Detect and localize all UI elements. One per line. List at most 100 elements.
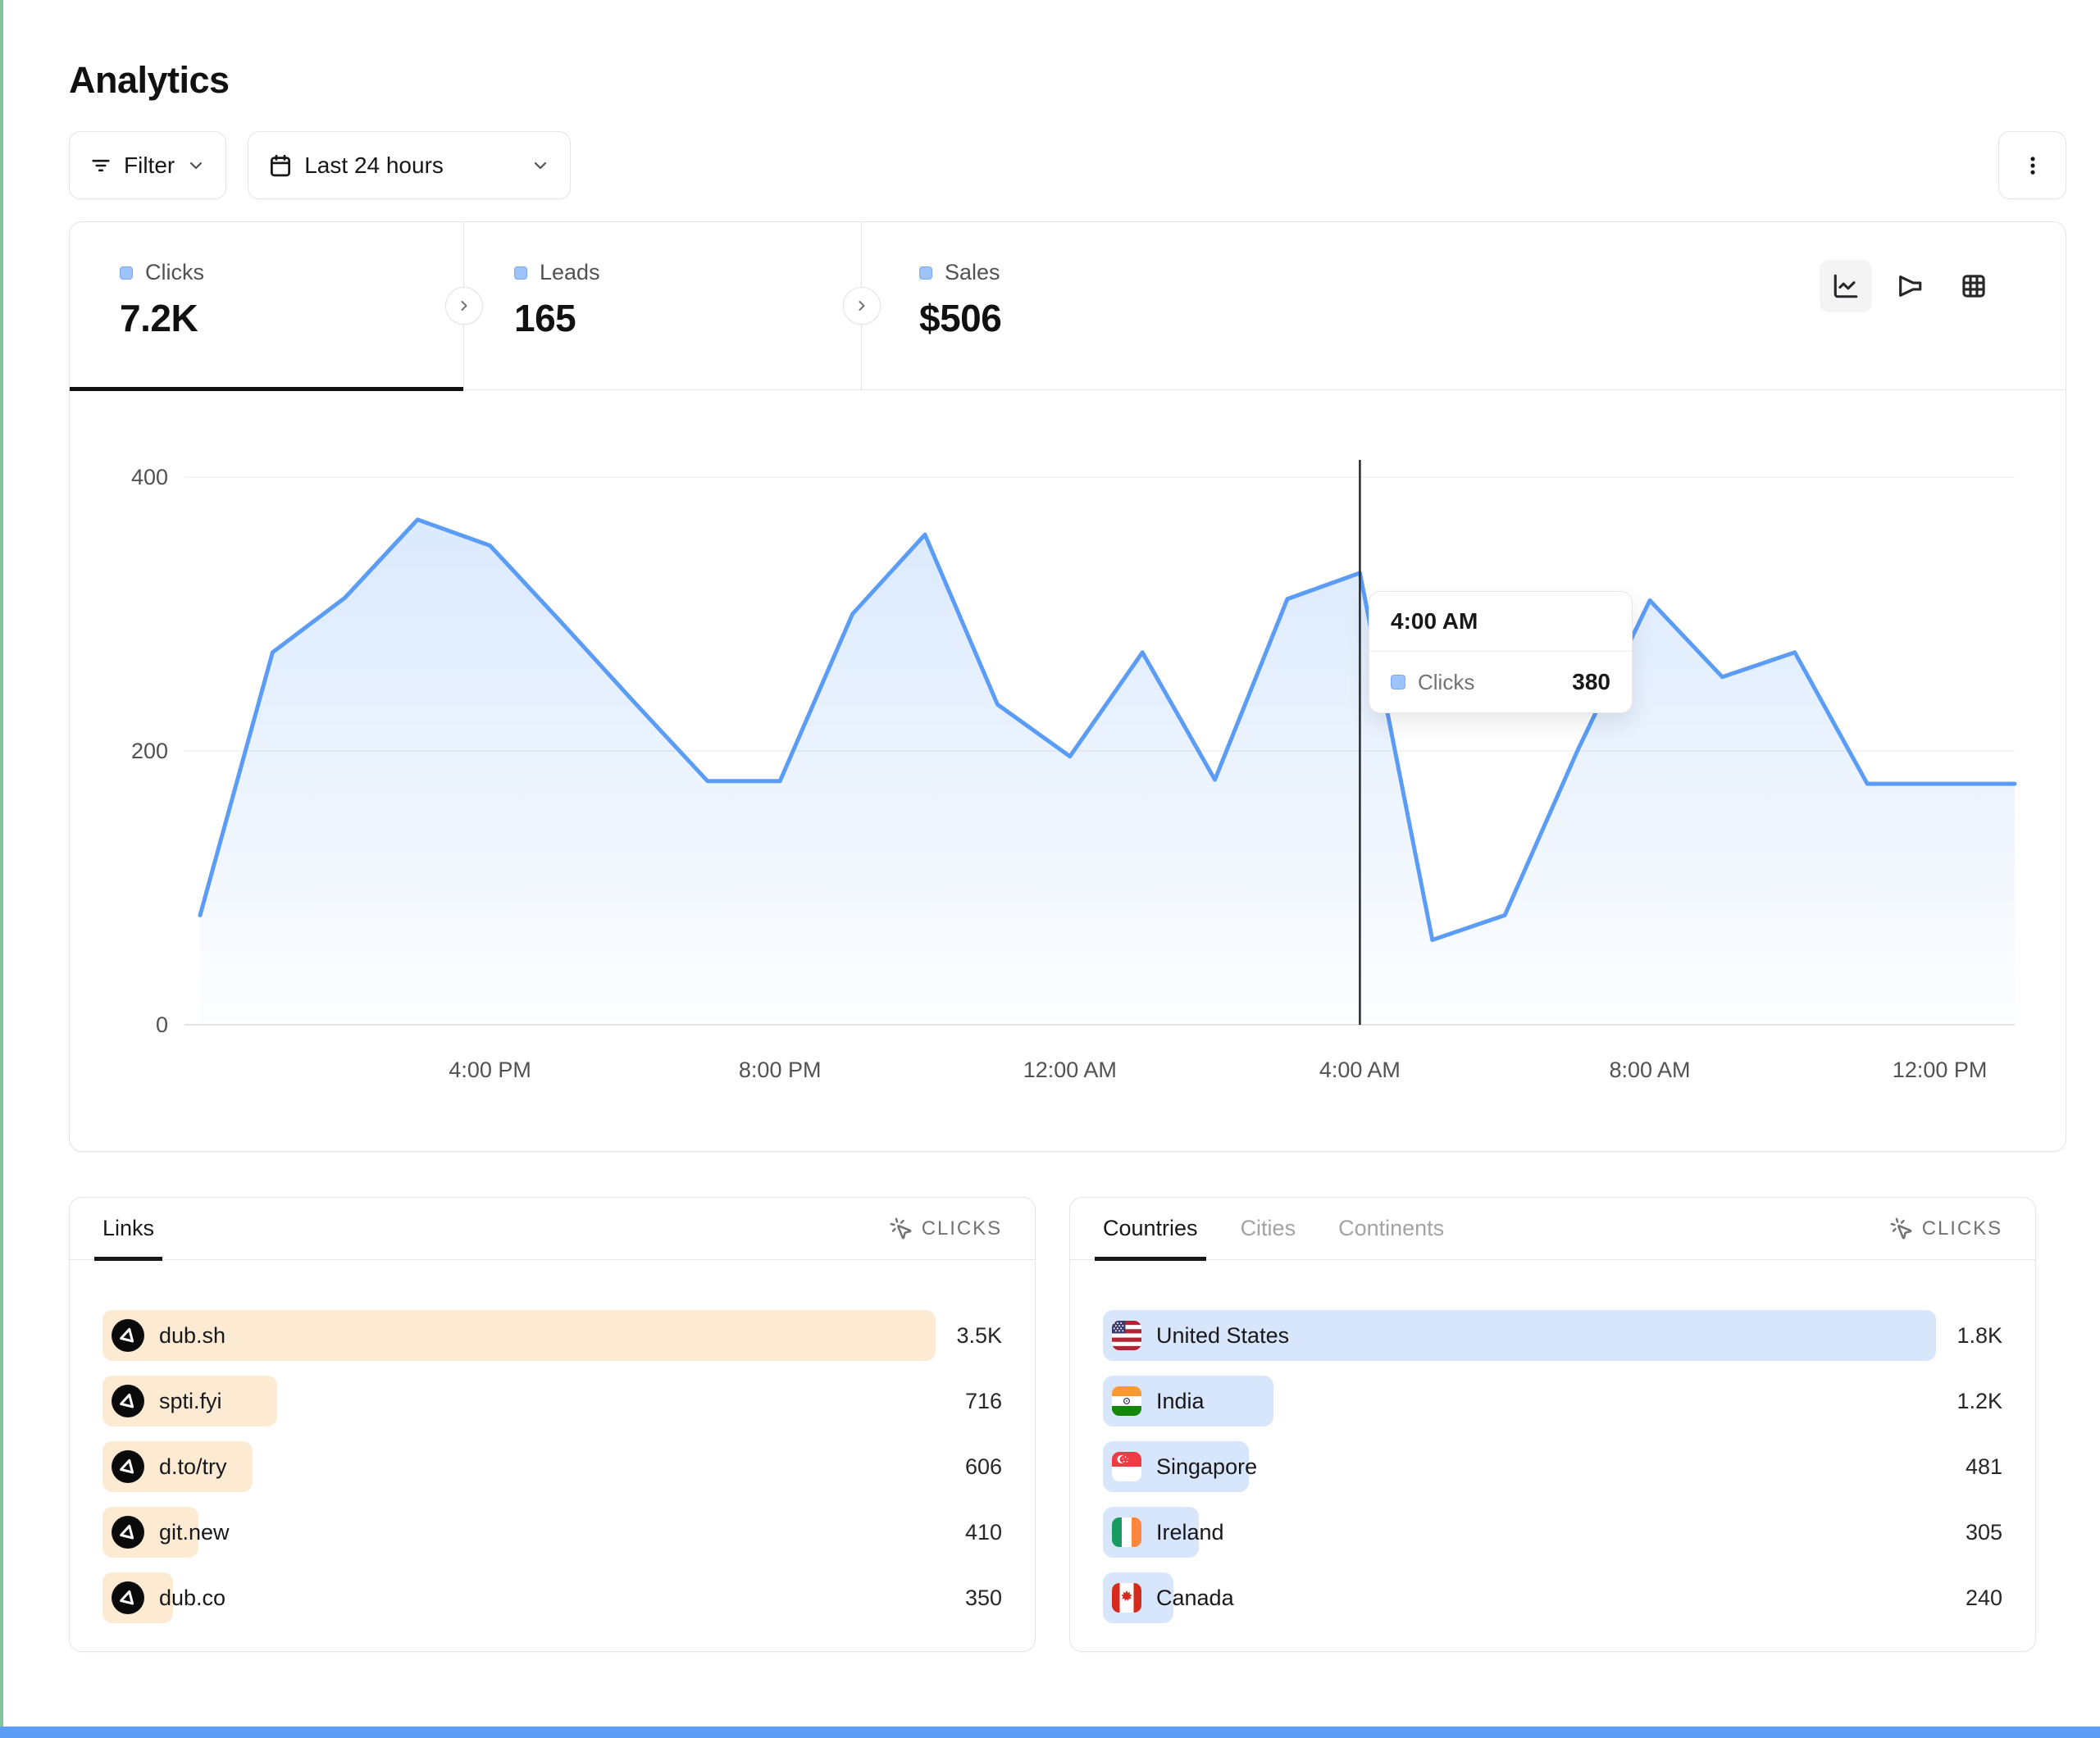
stats-tabs: Clicks 7.2K Leads 165 Sales $506 (70, 222, 2066, 391)
link-clicks-value: 3.5K (956, 1322, 1002, 1348)
ireland-flag-icon (1112, 1517, 1141, 1547)
tab-continents-label: Continents (1338, 1216, 1445, 1240)
dub-logo-icon (112, 1450, 144, 1483)
date-range-button[interactable]: Last 24 hours (248, 131, 572, 199)
clicks-value: 7.2K (120, 297, 198, 339)
calendar-icon (268, 153, 293, 178)
link-label: spti.fyi (159, 1388, 222, 1413)
canada-flag-icon (1112, 1583, 1141, 1613)
links-panel-header: Links CLICKS (70, 1198, 1035, 1261)
tab-leads[interactable]: Leads 165 (464, 222, 862, 389)
tab-countries-label: Countries (1103, 1216, 1198, 1240)
country-label: Canada (1156, 1585, 1234, 1610)
links-list: dub.sh 3.5K spti.fyi 716 (70, 1260, 1035, 1623)
list-item[interactable]: India 1.2K (1103, 1376, 2002, 1426)
dub-logo-icon (112, 1516, 144, 1549)
links-metric-label: CLICKS (921, 1217, 1002, 1240)
countries-metric-label: CLICKS (1921, 1217, 2002, 1240)
link-clicks-value: 410 (964, 1519, 1002, 1545)
list-item[interactable]: dub.co 350 (102, 1572, 1002, 1623)
link-clicks-value: 606 (964, 1454, 1002, 1479)
list-item[interactable]: Singapore 481 (1103, 1441, 2002, 1492)
table-icon[interactable] (1947, 260, 2000, 312)
cursor-click-icon (889, 1217, 913, 1241)
tooltip-series-label: Clicks (1418, 669, 1475, 694)
us-flag-icon (1112, 1321, 1141, 1350)
link-label: git.new (159, 1519, 230, 1545)
chart-tooltip: 4:00 AM Clicks 380 (1369, 591, 1633, 713)
dub-logo-icon (112, 1319, 144, 1352)
country-clicks-value: 1.8K (1957, 1322, 2002, 1348)
list-item[interactable]: Ireland 305 (1103, 1507, 2002, 1558)
list-item[interactable]: git.new 410 (102, 1507, 1002, 1558)
svg-text:8:00 AM: 8:00 AM (1609, 1058, 1690, 1082)
sales-legend-swatch (919, 266, 932, 280)
dub-logo-icon (112, 1581, 144, 1614)
list-item[interactable]: d.to/try 606 (102, 1441, 1002, 1492)
countries-panel-header: Countries Cities Continents CLICKS (1070, 1198, 2035, 1261)
leads-legend-swatch (514, 266, 527, 280)
funnel-chart-icon[interactable] (1884, 260, 1936, 312)
country-bar (1103, 1310, 1936, 1361)
clicks-chart: 0 200 400 4:00 PM 8:00 PM 12:00 AM 4:00 AM 8:00… (131, 460, 2017, 1082)
svg-text:0: 0 (156, 1012, 168, 1037)
tab-clicks[interactable]: Clicks 7.2K (70, 222, 464, 391)
leads-value: 165 (514, 297, 576, 339)
svg-text:8:00 PM: 8:00 PM (739, 1058, 822, 1082)
countries-panel: Countries Cities Continents CLICKS (1069, 1197, 2036, 1652)
expand-clicks-leads-button[interactable] (445, 287, 483, 325)
sales-value: $506 (919, 297, 1002, 339)
tab-links-label: Links (102, 1216, 155, 1240)
list-item[interactable]: United States 1.8K (1103, 1310, 2002, 1361)
chevron-down-icon (186, 156, 206, 175)
tab-sales[interactable]: Sales $506 (862, 222, 2066, 389)
country-clicks-value: 305 (1965, 1519, 2002, 1545)
list-item[interactable]: Canada 240 (1103, 1572, 2002, 1623)
tab-links[interactable]: Links (93, 1198, 163, 1261)
svg-text:12:00 PM: 12:00 PM (1893, 1058, 1988, 1082)
svg-text:12:00 AM: 12:00 AM (1023, 1058, 1117, 1082)
svg-text:200: 200 (131, 739, 168, 763)
country-clicks-value: 1.2K (1957, 1388, 2002, 1413)
tooltip-legend-swatch (1391, 675, 1405, 689)
expand-leads-sales-button[interactable] (843, 287, 881, 325)
filter-button[interactable]: Filter (69, 131, 227, 199)
kebab-vertical-icon (2021, 154, 2044, 177)
stat-label: Clicks (145, 260, 204, 284)
clicks-area-chart[interactable]: 0 200 400 4:00 PM 8:00 PM 12:00 AM 4:00 AM 8:00… (70, 390, 2066, 1151)
singapore-flag-icon (1112, 1452, 1141, 1481)
country-label: India (1156, 1388, 1205, 1413)
more-options-button[interactable] (1998, 131, 2066, 199)
tab-cities-label: Cities (1240, 1216, 1296, 1240)
list-item[interactable]: dub.sh 3.5K (102, 1310, 1002, 1361)
svg-text:400: 400 (131, 465, 168, 489)
link-label: d.to/try (159, 1454, 227, 1479)
link-clicks-value: 716 (964, 1388, 1002, 1413)
list-item[interactable]: spti.fyi 716 (102, 1376, 1002, 1426)
tab-countries[interactable]: Countries (1095, 1198, 1206, 1261)
india-flag-icon (1112, 1386, 1141, 1416)
country-label: Ireland (1156, 1519, 1224, 1545)
links-metric-header[interactable]: CLICKS (889, 1217, 1002, 1241)
countries-list: United States 1.8K India 1.2K (1070, 1260, 2035, 1623)
link-clicks-value: 350 (964, 1585, 1002, 1610)
link-label: dub.co (159, 1585, 226, 1610)
countries-metric-header[interactable]: CLICKS (1889, 1217, 2002, 1241)
page-title: Analytics (69, 59, 230, 101)
tab-cities[interactable]: Cities (1241, 1198, 1296, 1259)
tab-continents[interactable]: Continents (1338, 1198, 1444, 1259)
chevron-right-icon (456, 298, 472, 314)
toolbar: Filter Last 24 hours (69, 131, 2066, 199)
svg-text:4:00 PM: 4:00 PM (449, 1058, 531, 1082)
page-bottom-accent (0, 1727, 2100, 1738)
country-clicks-value: 240 (1965, 1585, 2002, 1610)
link-bar (102, 1310, 936, 1361)
stat-label: Sales (945, 260, 1000, 284)
chevron-right-icon (854, 298, 870, 314)
analytics-chart-card: Clicks 7.2K Leads 165 Sales $506 (69, 221, 2066, 1152)
cursor-click-icon (1889, 1217, 1914, 1241)
line-chart-icon[interactable] (1820, 260, 1872, 312)
tooltip-value: 380 (1572, 669, 1610, 694)
chart-view-switcher (1820, 260, 2000, 312)
tooltip-time: 4:00 AM (1369, 592, 1632, 652)
